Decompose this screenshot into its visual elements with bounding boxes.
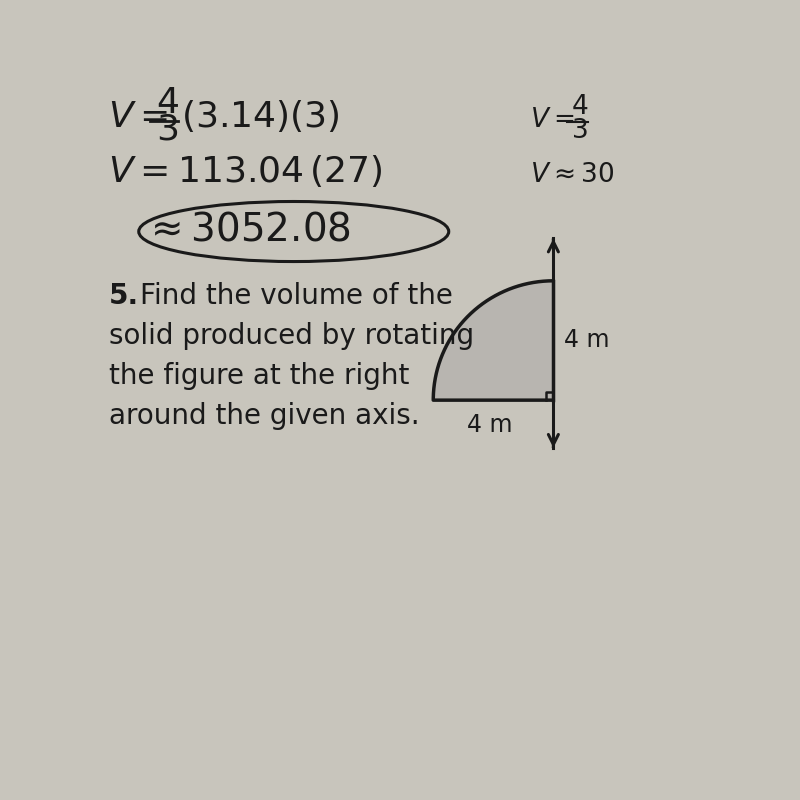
Text: $V \approx 30$: $V \approx 30$ <box>530 162 614 187</box>
Text: $3$: $3$ <box>571 118 588 142</box>
Text: solid produced by rotating: solid produced by rotating <box>110 322 474 350</box>
Text: 4 m: 4 m <box>564 329 610 353</box>
Text: $3$: $3$ <box>156 112 178 146</box>
Text: 5.: 5. <box>110 282 139 310</box>
Text: $4$: $4$ <box>571 94 589 119</box>
Text: around the given axis.: around the given axis. <box>110 402 420 430</box>
Text: the figure at the right: the figure at the right <box>110 362 410 390</box>
Text: $V=$: $V=$ <box>530 107 574 132</box>
Polygon shape <box>434 281 554 400</box>
Text: $(3.14)(3)$: $(3.14)(3)$ <box>182 98 340 134</box>
Text: $V = 113.04\,(27)$: $V = 113.04\,(27)$ <box>108 154 382 190</box>
Text: Find the volume of the: Find the volume of the <box>140 282 453 310</box>
Text: $4$: $4$ <box>156 86 178 120</box>
Text: 4 m: 4 m <box>466 414 512 438</box>
Text: $\approx 3052.08$: $\approx 3052.08$ <box>142 212 350 249</box>
Text: $V=$: $V=$ <box>108 100 168 134</box>
